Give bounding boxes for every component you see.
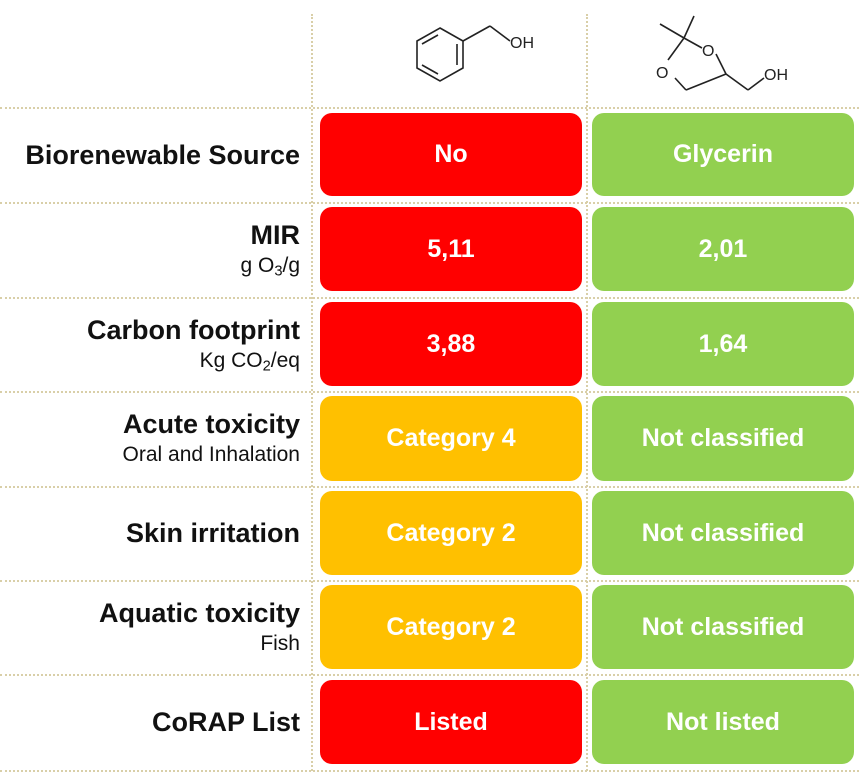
carbon-footprint-unit: Kg CO2/eq xyxy=(199,349,300,375)
row-divider xyxy=(0,391,859,393)
row-label-biorenewable-source: Biorenewable Source xyxy=(25,140,300,170)
benzyl-alcohol-aquatic-toxicity-value: Category 2 xyxy=(320,585,582,669)
row-label-mir: MIR g O3/g xyxy=(0,219,300,285)
benzyl-alcohol-structure: OH xyxy=(416,25,534,82)
row-divider xyxy=(0,202,859,204)
oh-label: OH xyxy=(510,35,534,52)
solketal-structure: O O OH xyxy=(656,15,788,91)
oxygen-label: O xyxy=(656,65,668,82)
row-divider xyxy=(0,580,859,582)
row-label-skin-irritation: Skin irritation xyxy=(125,518,300,548)
row-divider xyxy=(0,770,859,772)
benzyl-alcohol-mir-value: 5,11 xyxy=(320,207,582,291)
solketal-mir-value: 2,01 xyxy=(592,207,854,291)
solketal-corap-value: Not listed xyxy=(592,680,854,764)
benzyl-alcohol-skin-irritation-value: Category 2 xyxy=(320,491,582,575)
solketal-aquatic-toxicity-value: Not classified xyxy=(592,585,854,669)
row-divider xyxy=(0,107,859,109)
row-divider xyxy=(0,486,859,488)
solketal-carbon-footprint-value: 1,64 xyxy=(592,302,854,386)
oxygen-label: O xyxy=(702,43,714,60)
benzyl-alcohol-carbon-footprint-value: 3,88 xyxy=(320,302,582,386)
row-label-acute-toxicity: Acute toxicity Oral and Inhalation xyxy=(122,409,300,466)
row-divider xyxy=(0,297,859,299)
oh-label: OH xyxy=(764,67,788,84)
mir-unit: g O3/g xyxy=(240,254,300,280)
solketal-acute-toxicity-value: Not classified xyxy=(592,396,854,481)
benzyl-alcohol-corap-value: Listed xyxy=(320,680,582,764)
row-label-aquatic-toxicity: Aquatic toxicity Fish xyxy=(98,598,300,655)
row-label-carbon-footprint: Carbon footprint Kg CO2/eq xyxy=(0,314,300,380)
benzyl-alcohol-acute-toxicity-value: Category 4 xyxy=(320,396,582,481)
row-label-corap-list: CoRAP List xyxy=(151,707,300,737)
solketal-biorenewable-value: Glycerin xyxy=(592,113,854,196)
solketal-skin-irritation-value: Not classified xyxy=(592,491,854,575)
benzyl-alcohol-biorenewable-value: No xyxy=(320,113,582,196)
row-divider xyxy=(0,674,859,676)
